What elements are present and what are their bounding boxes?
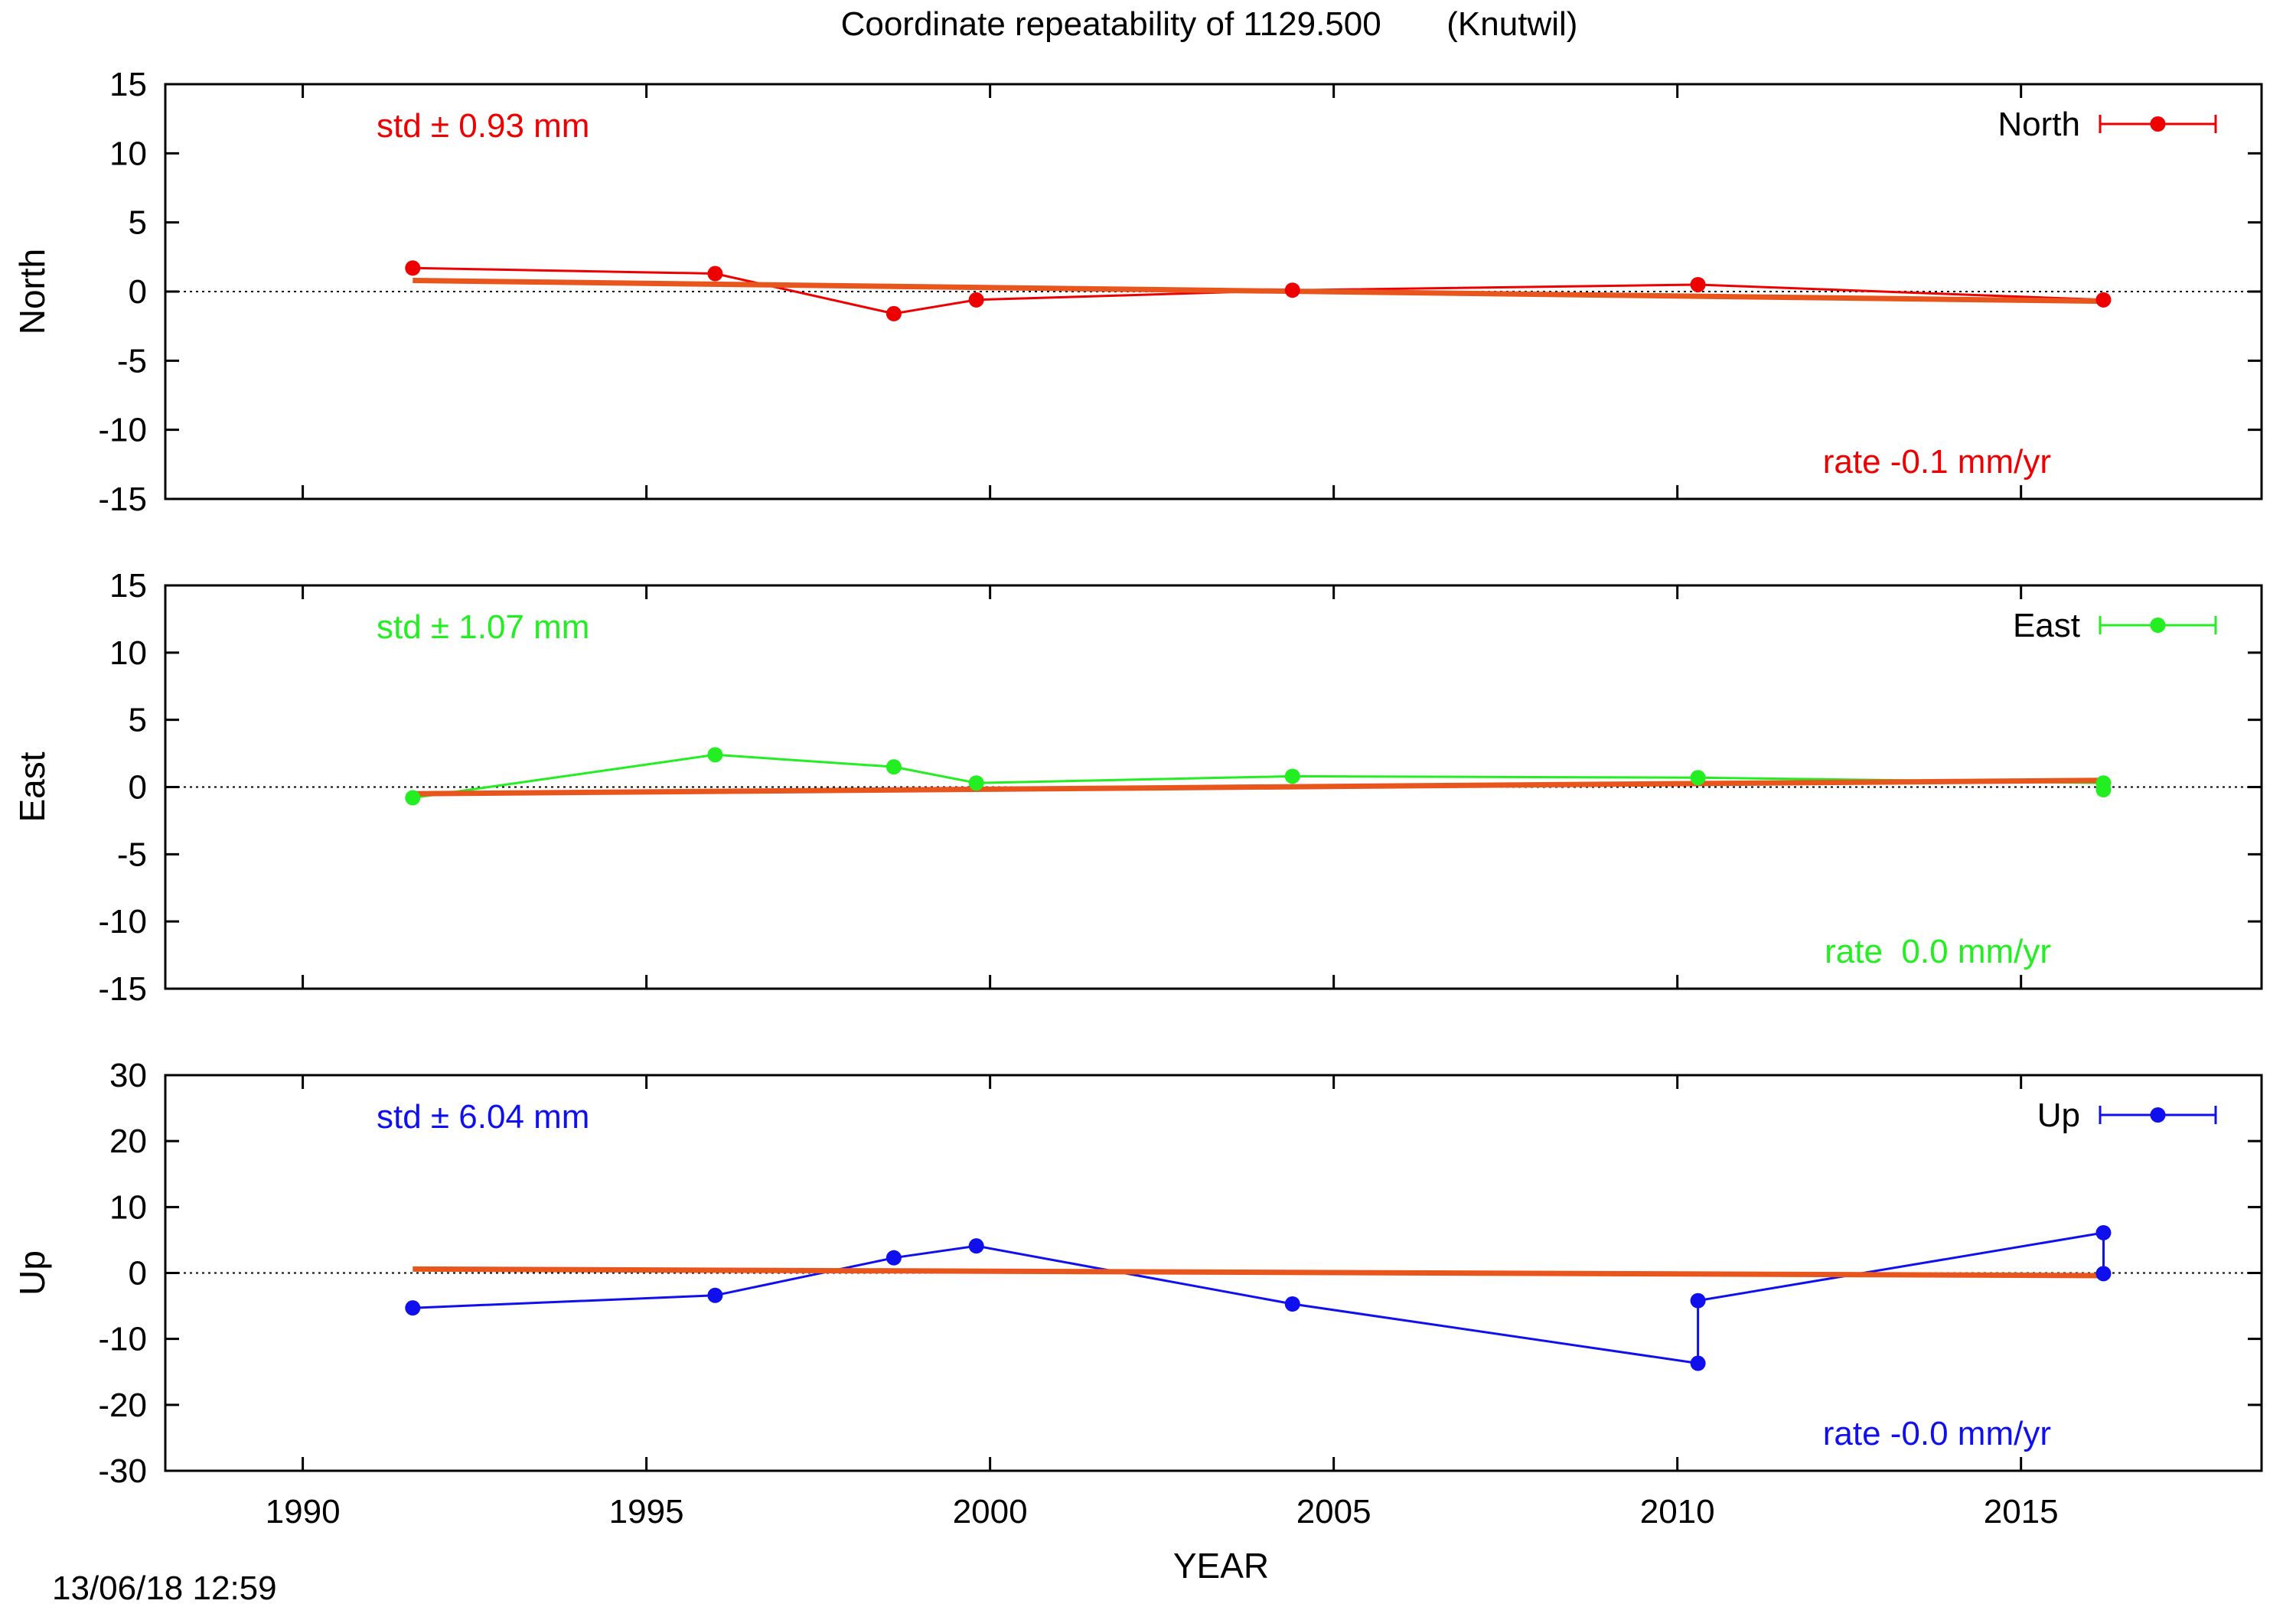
- data-point: [707, 1287, 723, 1303]
- data-point: [1284, 1296, 1300, 1312]
- x-tick-label: 2000: [953, 1493, 1028, 1530]
- y-tick-label: 5: [129, 204, 147, 242]
- timestamp: 13/06/18 12:59: [52, 1570, 277, 1607]
- y-tick-label: 0: [129, 1255, 147, 1292]
- data-point: [968, 775, 984, 791]
- data-point: [2095, 292, 2112, 308]
- y-tick-label: 30: [109, 1057, 147, 1094]
- y-tick-label: -10: [98, 903, 147, 940]
- y-axis-label: East: [12, 751, 52, 822]
- x-tick-label: 2015: [1984, 1493, 2059, 1530]
- data-point: [885, 305, 902, 321]
- rate-annotation: rate -0.0 mm/yr: [1823, 1415, 2051, 1452]
- y-tick-label: 15: [109, 66, 147, 103]
- legend-marker: [2150, 618, 2166, 633]
- legend-label: North: [1998, 106, 2080, 143]
- y-tick-label: 10: [109, 135, 147, 172]
- trend-line: [413, 278, 2104, 305]
- y-tick-label: -15: [98, 481, 147, 518]
- x-axis-label: YEAR: [1173, 1546, 1269, 1586]
- data-point: [405, 260, 421, 276]
- data-point: [707, 747, 723, 763]
- y-tick-label: 0: [129, 769, 147, 807]
- panel-north: 15 10 5 0 -5 -10 -15 North std ± 0.93 mm rate -0.…: [12, 66, 2263, 518]
- y-tick-label: -30: [98, 1452, 147, 1490]
- data-point: [2095, 1266, 2112, 1282]
- y-tick-label: 15: [109, 567, 147, 605]
- data-point: [968, 1238, 984, 1254]
- data-point: [707, 266, 723, 282]
- y-tick-label: 0: [129, 273, 147, 311]
- trend-line: [413, 1266, 2104, 1279]
- y-tick-label: -10: [98, 1321, 147, 1358]
- x-tick-label: 1990: [266, 1493, 341, 1530]
- data-point: [405, 1300, 421, 1316]
- y-tick-label: 10: [109, 1188, 147, 1226]
- data-point: [1690, 276, 1706, 292]
- panel-east: 15 10 5 0 -5 -10 -15 East std ± 1.07 mm rate 0.0 …: [12, 567, 2263, 1008]
- x-tick-label: 2010: [1640, 1493, 1715, 1530]
- rate-annotation: rate -0.1 mm/yr: [1823, 443, 2051, 481]
- y-tick-label: -5: [117, 836, 147, 873]
- chart-title: Coordinate repeatability of 1129.500 (Kn…: [841, 5, 1578, 43]
- data-point: [2095, 1224, 2112, 1240]
- y-tick-label: -5: [117, 342, 147, 380]
- data-point: [1690, 770, 1706, 786]
- data-point: [1690, 1292, 1706, 1309]
- data-point: [2095, 782, 2112, 798]
- data-point: [885, 1250, 902, 1266]
- y-tick-label: -20: [98, 1387, 147, 1424]
- data-point: [1284, 282, 1300, 298]
- panels: 15 10 5 0 -5 -10 -15 North std ± 0.93 mm rate -0.…: [12, 66, 2263, 1586]
- legend-label: East: [2013, 607, 2080, 644]
- legend-marker: [2150, 116, 2166, 132]
- y-tick-label: 5: [129, 702, 147, 739]
- y-tick-label: 10: [109, 634, 147, 672]
- std-annotation: std ± 0.93 mm: [377, 107, 589, 145]
- x-tick-label: 1995: [609, 1493, 684, 1530]
- legend-label: Up: [2037, 1097, 2080, 1134]
- data-point: [1284, 768, 1300, 784]
- data-point: [968, 292, 984, 308]
- std-annotation: std ± 6.04 mm: [377, 1098, 589, 1136]
- y-tick-label: 20: [109, 1123, 147, 1160]
- trend-line: [413, 777, 2104, 797]
- data-point: [1690, 1355, 1706, 1371]
- x-tick-label: 2005: [1296, 1493, 1371, 1530]
- rate-annotation: rate 0.0 mm/yr: [1825, 933, 2051, 970]
- std-annotation: std ± 1.07 mm: [377, 608, 589, 646]
- data-point: [885, 759, 902, 775]
- y-axis-label: North: [12, 249, 52, 334]
- y-tick-label: -10: [98, 412, 147, 449]
- legend-marker: [2150, 1107, 2166, 1123]
- y-axis-label: Up: [12, 1250, 52, 1296]
- data-point: [405, 790, 421, 806]
- y-tick-label: -15: [98, 970, 147, 1008]
